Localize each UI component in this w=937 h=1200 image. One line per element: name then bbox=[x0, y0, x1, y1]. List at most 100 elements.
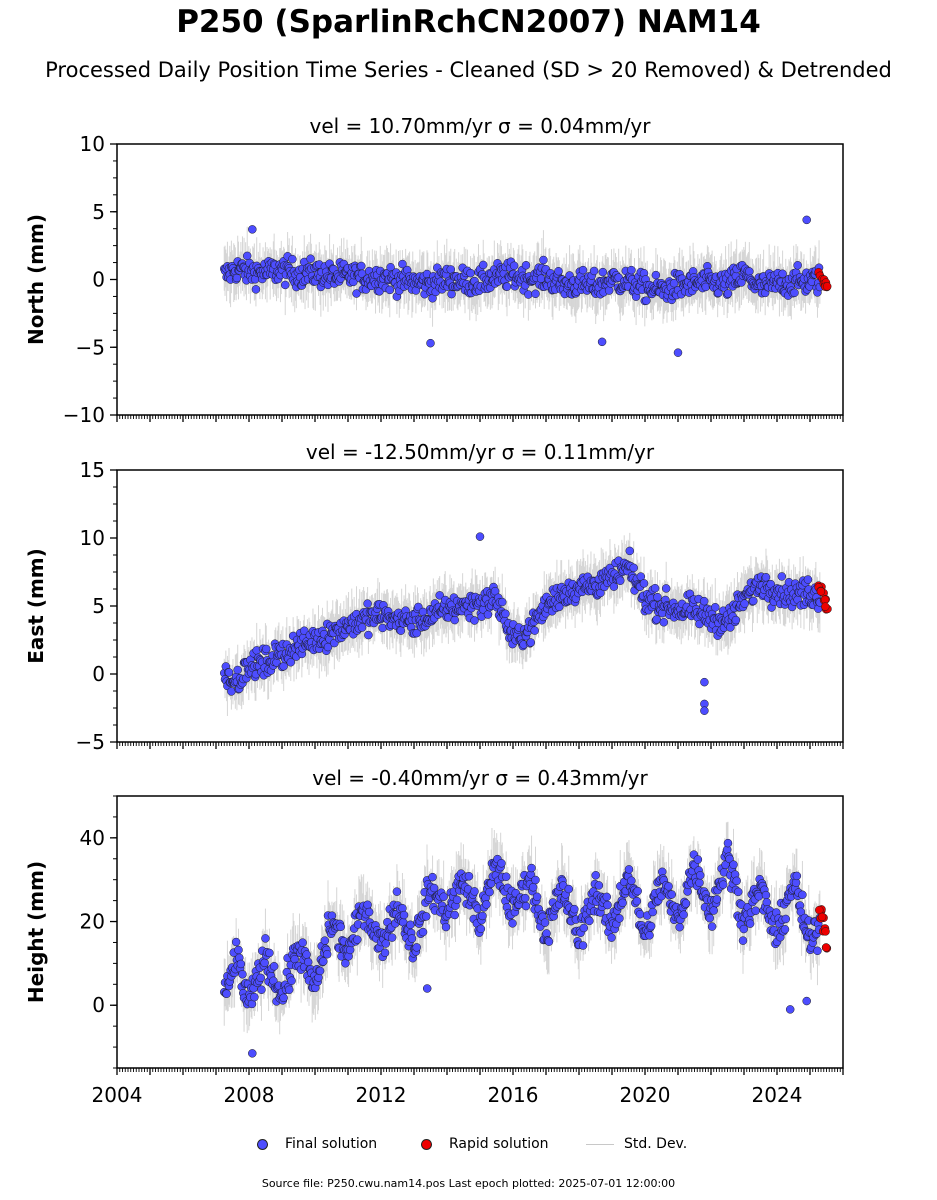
final-solution-point bbox=[353, 935, 362, 944]
data-cloud bbox=[220, 215, 832, 357]
final-solution-point bbox=[486, 879, 496, 888]
final-solution-point bbox=[248, 225, 257, 234]
rapid-solution-points bbox=[814, 268, 832, 292]
final-solution-point bbox=[224, 668, 234, 677]
final-solution-point bbox=[497, 597, 507, 607]
final-solution-point bbox=[399, 910, 409, 920]
final-solution-point bbox=[629, 563, 638, 573]
final-solution-point bbox=[269, 962, 279, 971]
final-solution-point bbox=[624, 865, 634, 874]
final-solution-point bbox=[701, 282, 711, 292]
final-solution-point bbox=[450, 910, 459, 920]
y-axis-label: Height (mm) bbox=[24, 861, 48, 1003]
final-solution-point bbox=[570, 904, 579, 914]
final-solution-points bbox=[220, 838, 825, 1058]
final-solution-point bbox=[466, 268, 475, 278]
data-cloud bbox=[220, 821, 832, 1058]
final-solution-point bbox=[664, 882, 673, 891]
final-solution-point bbox=[236, 959, 246, 969]
final-solution-point bbox=[238, 970, 247, 979]
final-solution-point bbox=[482, 900, 491, 909]
final-solution-point bbox=[470, 887, 479, 896]
final-solution-point bbox=[233, 665, 242, 675]
final-solution-point bbox=[531, 875, 540, 885]
final-solution-point bbox=[288, 254, 297, 264]
final-solution-point bbox=[364, 907, 374, 917]
page-subtitle: Processed Daily Position Time Series - C… bbox=[45, 58, 892, 82]
final-solution-point bbox=[530, 626, 539, 635]
rapid-solution-point bbox=[821, 602, 830, 611]
rapid-solution-point bbox=[822, 282, 832, 291]
final-solution-point bbox=[544, 937, 554, 946]
final-solution-point bbox=[603, 900, 612, 910]
final-solution-point bbox=[406, 920, 415, 930]
final-solution-point bbox=[723, 289, 733, 298]
panel-title: vel = -12.50mm/yr σ = 0.11mm/yr bbox=[306, 440, 655, 464]
panel-east: vel = -12.50mm/yr σ = 0.11mm/yr East (mm)… bbox=[24, 440, 844, 754]
final-solution-point bbox=[564, 884, 574, 894]
final-solution-point bbox=[790, 288, 799, 298]
final-solution-point bbox=[381, 939, 391, 948]
final-solution-point bbox=[591, 871, 600, 880]
final-solution-point bbox=[261, 934, 270, 943]
final-solution-point bbox=[627, 876, 636, 885]
final-solution-point bbox=[418, 607, 428, 617]
final-solution-point bbox=[441, 922, 451, 932]
final-solution-point bbox=[766, 579, 775, 589]
final-solution-point bbox=[222, 989, 231, 998]
final-solution-point bbox=[731, 615, 741, 625]
final-solution-point bbox=[527, 863, 536, 873]
final-solution-point bbox=[579, 923, 589, 933]
final-solution-point bbox=[336, 922, 345, 932]
final-solution-point bbox=[501, 872, 511, 881]
final-solution-point bbox=[363, 900, 372, 910]
final-solution-point bbox=[673, 348, 683, 357]
final-solution-point bbox=[439, 892, 448, 901]
final-solution-point bbox=[302, 950, 311, 959]
final-solution-point bbox=[279, 993, 288, 1003]
final-solution-point bbox=[597, 337, 607, 347]
final-solution-point bbox=[412, 628, 421, 638]
final-solution-point bbox=[528, 883, 538, 892]
final-solution-point bbox=[476, 924, 486, 934]
final-solution-point bbox=[435, 591, 444, 600]
y-tick-label: 5 bbox=[92, 200, 105, 224]
final-solution-point bbox=[625, 546, 635, 556]
final-solution-point bbox=[475, 532, 485, 541]
final-solution-point bbox=[508, 919, 517, 928]
y-tick-label: −5 bbox=[76, 730, 105, 754]
final-solution-point bbox=[578, 941, 588, 950]
final-solution-point bbox=[615, 914, 624, 923]
final-solution-point bbox=[761, 573, 771, 582]
final-solution-point bbox=[464, 872, 474, 881]
final-solution-point bbox=[501, 609, 510, 619]
page-title: P250 (SparlinRchCN2007) NAM14 bbox=[176, 4, 761, 40]
y-tick-label: 5 bbox=[92, 594, 105, 618]
final-solution-point bbox=[412, 943, 421, 952]
final-solution-point bbox=[380, 948, 390, 958]
final-solution-point bbox=[526, 638, 536, 647]
final-solution-point bbox=[322, 949, 332, 959]
final-solution-point bbox=[578, 265, 588, 275]
final-solution-point bbox=[793, 261, 802, 270]
final-solution-point bbox=[452, 895, 462, 905]
final-solution-point bbox=[298, 938, 307, 947]
data-cloud bbox=[220, 532, 832, 717]
final-solution-point bbox=[502, 282, 512, 291]
final-solution-point bbox=[554, 266, 563, 276]
final-solution-point bbox=[485, 887, 494, 897]
final-solution-point bbox=[520, 893, 530, 903]
final-solution-point bbox=[803, 575, 813, 584]
final-solution-point bbox=[470, 616, 479, 625]
final-solution-point bbox=[303, 957, 313, 967]
final-solution-point bbox=[227, 687, 236, 696]
final-solution-point bbox=[447, 289, 456, 299]
y-tick-label: 0 bbox=[92, 268, 105, 292]
final-solution-point bbox=[532, 892, 542, 902]
final-solution-point bbox=[231, 937, 241, 947]
final-solution-point bbox=[250, 992, 259, 1002]
final-solution-point bbox=[602, 892, 612, 902]
final-solution-point bbox=[700, 706, 709, 715]
final-solution-point bbox=[607, 933, 616, 942]
final-solution-point bbox=[319, 957, 328, 966]
